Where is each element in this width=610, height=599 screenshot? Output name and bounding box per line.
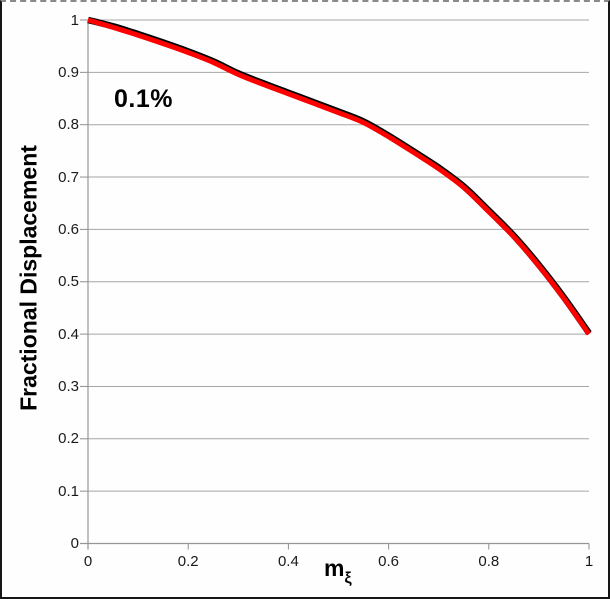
y-tick-label-0.8: 0.8 <box>58 116 79 134</box>
y-tick-label-0.1: 0.1 <box>58 482 79 500</box>
x-tick-label-0.6: 0.6 <box>378 553 400 570</box>
y-tick-label-0.2: 0.2 <box>58 430 79 448</box>
y-tick-label-0.5: 0.5 <box>58 273 79 291</box>
x-tick-label-1: 1 <box>584 553 594 570</box>
x-tick-label-0.2: 0.2 <box>177 553 199 570</box>
y-tick-label-0.9: 0.9 <box>58 63 79 81</box>
x-axis-title-subscript: ξ <box>344 570 352 587</box>
y-tick-label-0.7: 0.7 <box>58 168 79 186</box>
y-tick-label-1: 1 <box>70 11 79 29</box>
y-tick-label-0.3: 0.3 <box>58 377 79 395</box>
y-tick-label-0: 0 <box>70 535 79 552</box>
y-axis-title: Fractional Displacement <box>15 145 42 411</box>
x-tick-label-0: 0 <box>83 553 93 570</box>
x-axis-title: mξ <box>324 555 352 588</box>
x-tick-label-0.8: 0.8 <box>478 553 500 570</box>
annotation-percent-label: 0.1% <box>114 85 173 113</box>
y-tick-label-0.6: 0.6 <box>58 220 79 238</box>
y-tick-label-0.4: 0.4 <box>58 325 79 343</box>
x-tick-label-0.4: 0.4 <box>277 553 299 570</box>
x-axis-title-main: m <box>324 555 345 581</box>
displacement-curve-thick-red <box>87 17 592 336</box>
